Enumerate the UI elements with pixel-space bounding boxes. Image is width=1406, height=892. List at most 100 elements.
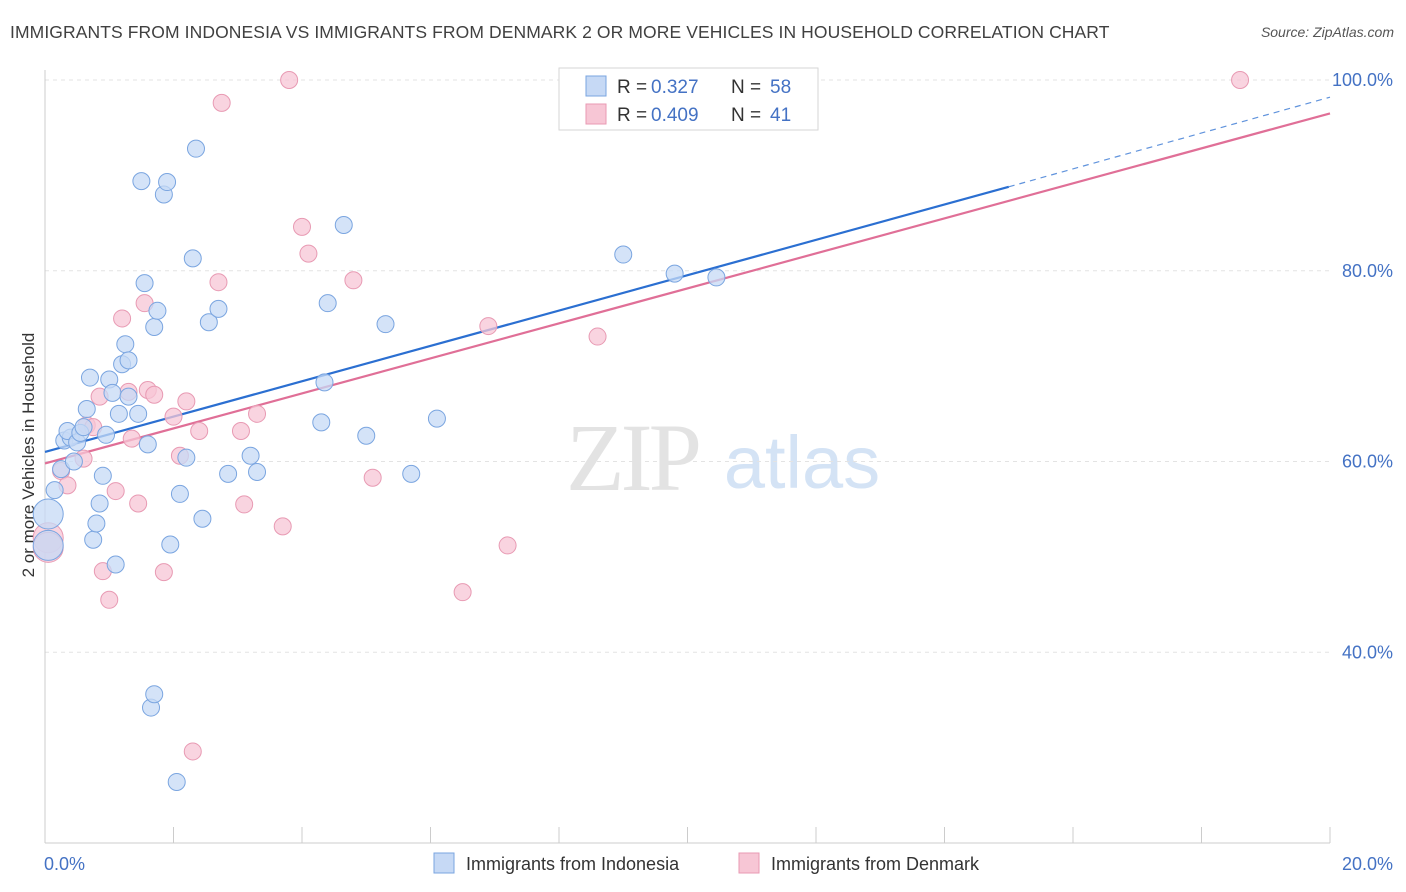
legend: R = 0.327 N = 58 R = 0.409 N = 41 xyxy=(558,67,819,131)
data-point-indonesia xyxy=(74,418,93,437)
data-point-indonesia xyxy=(193,509,212,528)
trendline-indonesia xyxy=(44,185,1010,454)
bottom-legend-label: Immigrants from Denmark xyxy=(771,854,980,874)
data-point-indonesia xyxy=(312,413,331,432)
legend-r-value: 0.327 xyxy=(651,77,699,98)
watermark-atlas: atlas xyxy=(724,421,880,504)
data-point-indonesia xyxy=(158,173,177,192)
trendline-extension xyxy=(1008,96,1331,188)
data-point-indonesia xyxy=(90,494,109,513)
data-point-denmark xyxy=(280,71,299,89)
data-point-denmark xyxy=(1231,71,1250,89)
legend-swatch xyxy=(585,75,607,97)
bottom-legend-swatch xyxy=(738,852,760,874)
legend-n-value: 58 xyxy=(770,77,791,98)
data-point-indonesia xyxy=(135,274,154,293)
data-point-denmark xyxy=(479,317,498,336)
data-point-indonesia xyxy=(177,448,196,467)
data-point-denmark xyxy=(145,385,164,404)
data-point-indonesia xyxy=(167,772,186,791)
legend-n-value: 41 xyxy=(770,105,791,126)
data-point-indonesia xyxy=(402,464,421,483)
data-point-indonesia xyxy=(119,387,138,406)
y-tick-label: 40.0% xyxy=(1342,642,1393,662)
y-tick-label: 80.0% xyxy=(1342,261,1393,281)
data-point-denmark xyxy=(498,536,517,555)
data-point-indonesia xyxy=(183,249,202,268)
legend-r-prefix: R = xyxy=(617,77,647,98)
data-point-indonesia xyxy=(248,462,267,481)
data-point-indonesia xyxy=(45,481,64,500)
data-point-indonesia xyxy=(219,464,238,483)
data-point-denmark xyxy=(231,421,250,440)
data-point-indonesia xyxy=(170,484,189,503)
data-point-denmark xyxy=(190,421,209,440)
legend-swatch xyxy=(585,103,607,125)
x-tick-label: 0.0% xyxy=(44,854,85,874)
source-label: Source: ZipAtlas.com xyxy=(1260,24,1394,40)
data-point-indonesia xyxy=(106,555,125,574)
legend-n-prefix: N = xyxy=(731,105,761,126)
data-point-indonesia xyxy=(148,301,167,320)
bottom-legend: Immigrants from Indonesia Immigrants from… xyxy=(433,852,980,874)
data-point-denmark xyxy=(235,495,254,514)
data-point-indonesia xyxy=(64,452,83,471)
data-point-denmark xyxy=(183,742,202,761)
data-point-denmark xyxy=(122,429,141,448)
x-tick-label: 20.0% xyxy=(1342,854,1393,874)
data-point-indonesia xyxy=(145,685,164,704)
data-point-indonesia xyxy=(707,268,726,287)
data-point-denmark xyxy=(106,482,125,501)
data-point-indonesia xyxy=(87,514,106,533)
legend-n-prefix: N = xyxy=(731,77,761,98)
data-point-indonesia xyxy=(376,315,395,334)
data-point-indonesia xyxy=(138,435,157,454)
data-point-indonesia xyxy=(614,245,633,264)
data-point-denmark xyxy=(273,517,292,536)
data-point-denmark xyxy=(113,309,132,328)
axes xyxy=(44,70,1331,844)
data-point-indonesia xyxy=(129,404,148,423)
data-point-denmark xyxy=(363,468,382,487)
data-point-indonesia xyxy=(103,383,122,402)
data-point-indonesia xyxy=(97,425,116,444)
data-point-indonesia xyxy=(334,215,353,234)
data-point-indonesia xyxy=(241,446,260,465)
legend-r-prefix: R = xyxy=(617,105,647,126)
data-point-denmark xyxy=(209,273,228,292)
bottom-legend-swatch xyxy=(433,852,455,874)
data-point-denmark xyxy=(212,93,231,112)
data-point-indonesia xyxy=(32,529,64,561)
data-point-indonesia xyxy=(161,535,180,554)
data-point-denmark xyxy=(588,327,607,346)
chart-title: IMMIGRANTS FROM INDONESIA VS IMMIGRANTS … xyxy=(10,22,1110,42)
data-point-indonesia xyxy=(80,368,99,387)
data-point-denmark xyxy=(453,583,472,602)
data-point-indonesia xyxy=(116,335,135,354)
tick-labels: 40.0% 60.0% 80.0% 100.0% 0.0% 20.0% xyxy=(44,70,1393,874)
trendlines xyxy=(44,96,1331,465)
data-point-indonesia xyxy=(93,466,112,485)
data-point-indonesia xyxy=(199,313,218,332)
data-point-indonesia xyxy=(427,409,446,428)
watermark-zip: ZIP xyxy=(566,404,699,511)
data-point-indonesia xyxy=(315,373,334,392)
trendline-denmark xyxy=(44,112,1331,465)
y-tick-label: 60.0% xyxy=(1342,452,1393,472)
data-point-indonesia xyxy=(119,351,138,370)
y-tick-label: 100.0% xyxy=(1332,70,1393,90)
data-point-denmark xyxy=(344,271,363,290)
data-point-indonesia xyxy=(665,264,684,283)
data-point-indonesia xyxy=(357,426,376,445)
points xyxy=(32,71,1250,791)
data-point-indonesia xyxy=(77,400,96,419)
data-point-denmark xyxy=(293,217,311,236)
data-point-indonesia xyxy=(109,404,128,423)
data-point-indonesia xyxy=(318,294,337,313)
data-point-denmark xyxy=(248,404,267,423)
data-point-indonesia xyxy=(186,139,205,158)
data-point-indonesia xyxy=(145,318,164,337)
data-point-indonesia xyxy=(84,530,103,549)
data-point-denmark xyxy=(100,590,119,609)
